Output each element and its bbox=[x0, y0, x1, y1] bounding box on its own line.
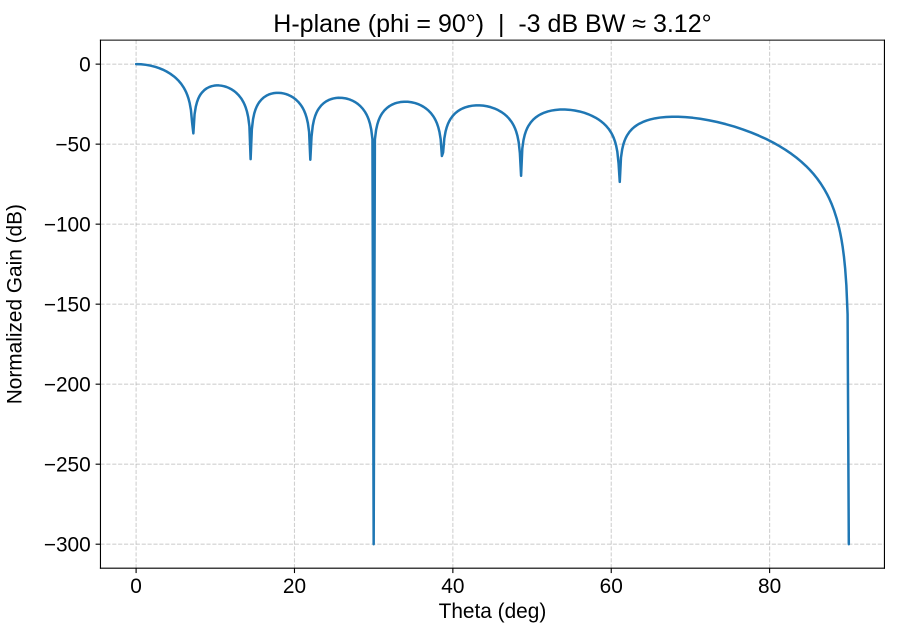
svg-text:−50: −50 bbox=[55, 134, 90, 157]
svg-text:−250: −250 bbox=[44, 454, 91, 477]
svg-text:−100: −100 bbox=[44, 214, 91, 237]
svg-text:60: 60 bbox=[600, 575, 623, 598]
svg-text:Normalized Gain (dB): Normalized Gain (dB) bbox=[4, 204, 27, 404]
svg-text:−300: −300 bbox=[44, 534, 91, 557]
svg-text:20: 20 bbox=[283, 575, 306, 598]
svg-text:−200: −200 bbox=[44, 374, 91, 397]
svg-text:0: 0 bbox=[79, 54, 91, 77]
svg-text:0: 0 bbox=[130, 575, 142, 598]
svg-text:−150: −150 bbox=[44, 294, 91, 317]
svg-text:80: 80 bbox=[758, 575, 781, 598]
svg-text:H-plane (phi = 90°) | -3 dB: H-plane (phi = 90°) | -3 dB BW ≈ 3.12° bbox=[273, 10, 711, 38]
svg-text:Theta (deg): Theta (deg) bbox=[439, 600, 547, 623]
svg-text:40: 40 bbox=[441, 575, 464, 598]
